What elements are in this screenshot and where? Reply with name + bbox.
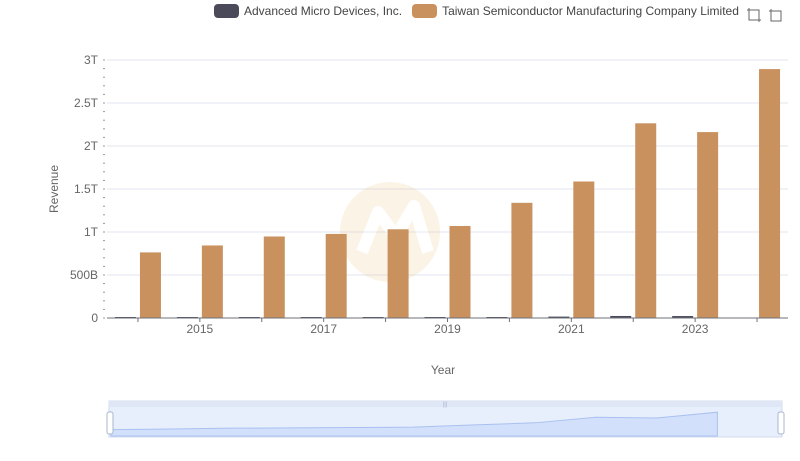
bar-tsmc[interactable] bbox=[387, 229, 409, 318]
y-tick-label: 1T bbox=[84, 225, 99, 239]
legend: Advanced Micro Devices, Inc. Taiwan Semi… bbox=[214, 4, 749, 18]
zoom-top-bar[interactable] bbox=[109, 401, 782, 407]
bar-tsmc[interactable] bbox=[635, 123, 657, 319]
data-zoom-slider[interactable]: ||| bbox=[106, 400, 785, 438]
restore-icon[interactable] bbox=[768, 7, 784, 23]
bar-amd[interactable] bbox=[610, 315, 632, 318]
bar-tsmc[interactable] bbox=[325, 233, 347, 318]
x-tick-label: 2019 bbox=[434, 322, 461, 336]
bar-tsmc[interactable] bbox=[573, 181, 595, 318]
y-axis-ticks: 0 500B 1T 1.5T 2T 2.5T 3T bbox=[70, 53, 99, 325]
y-axis-label: Revenue bbox=[47, 165, 61, 213]
y-tick-label: 0 bbox=[91, 311, 98, 325]
zoom-handle-right[interactable] bbox=[777, 411, 785, 435]
toolbox bbox=[746, 7, 784, 23]
y-tick-label: 3T bbox=[84, 53, 99, 67]
legend-swatch-amd bbox=[214, 4, 239, 18]
zoom-preview-area bbox=[110, 411, 718, 437]
legend-label-tsmc: Taiwan Semiconductor Manufacturing Compa… bbox=[442, 4, 739, 18]
legend-label-amd: Advanced Micro Devices, Inc. bbox=[244, 4, 403, 18]
x-tick-label: 2017 bbox=[310, 322, 337, 336]
bar-amd[interactable] bbox=[548, 316, 570, 318]
bar-tsmc[interactable] bbox=[697, 132, 719, 318]
legend-swatch-tsmc bbox=[412, 4, 438, 18]
bar-amd[interactable] bbox=[672, 316, 694, 318]
x-tick-label: 2023 bbox=[682, 322, 709, 336]
bar-tsmc[interactable] bbox=[139, 252, 161, 318]
x-axis-label: Year bbox=[431, 363, 455, 377]
x-tick-label: 2015 bbox=[187, 322, 214, 336]
zoom-icon[interactable] bbox=[746, 7, 762, 23]
y-tick-label: 1.5T bbox=[74, 182, 99, 196]
x-tick-label: 2021 bbox=[558, 322, 585, 336]
bar-tsmc[interactable] bbox=[511, 202, 533, 318]
x-axis-ticks: 2015 2017 2019 2021 2023 bbox=[137, 318, 758, 336]
bar-tsmc[interactable] bbox=[263, 236, 285, 318]
bar-tsmc[interactable] bbox=[449, 225, 471, 318]
bars bbox=[114, 69, 781, 319]
bar-tsmc[interactable] bbox=[759, 69, 781, 318]
legend-item-tsmc[interactable]: Taiwan Semiconductor Manufacturing Compa… bbox=[412, 4, 739, 18]
zoom-grip-icon[interactable]: ||| bbox=[443, 402, 448, 408]
y-tick-label: 500B bbox=[70, 268, 98, 282]
y-tick-label: 2T bbox=[84, 139, 99, 153]
y-tick-label: 2.5T bbox=[74, 96, 99, 110]
grid-lines bbox=[107, 59, 788, 276]
y-minor-ticks bbox=[103, 59, 105, 319]
legend-item-amd[interactable]: Advanced Micro Devices, Inc. bbox=[214, 4, 402, 18]
bar-tsmc[interactable] bbox=[201, 245, 223, 318]
zoom-handle-left[interactable] bbox=[106, 411, 114, 435]
